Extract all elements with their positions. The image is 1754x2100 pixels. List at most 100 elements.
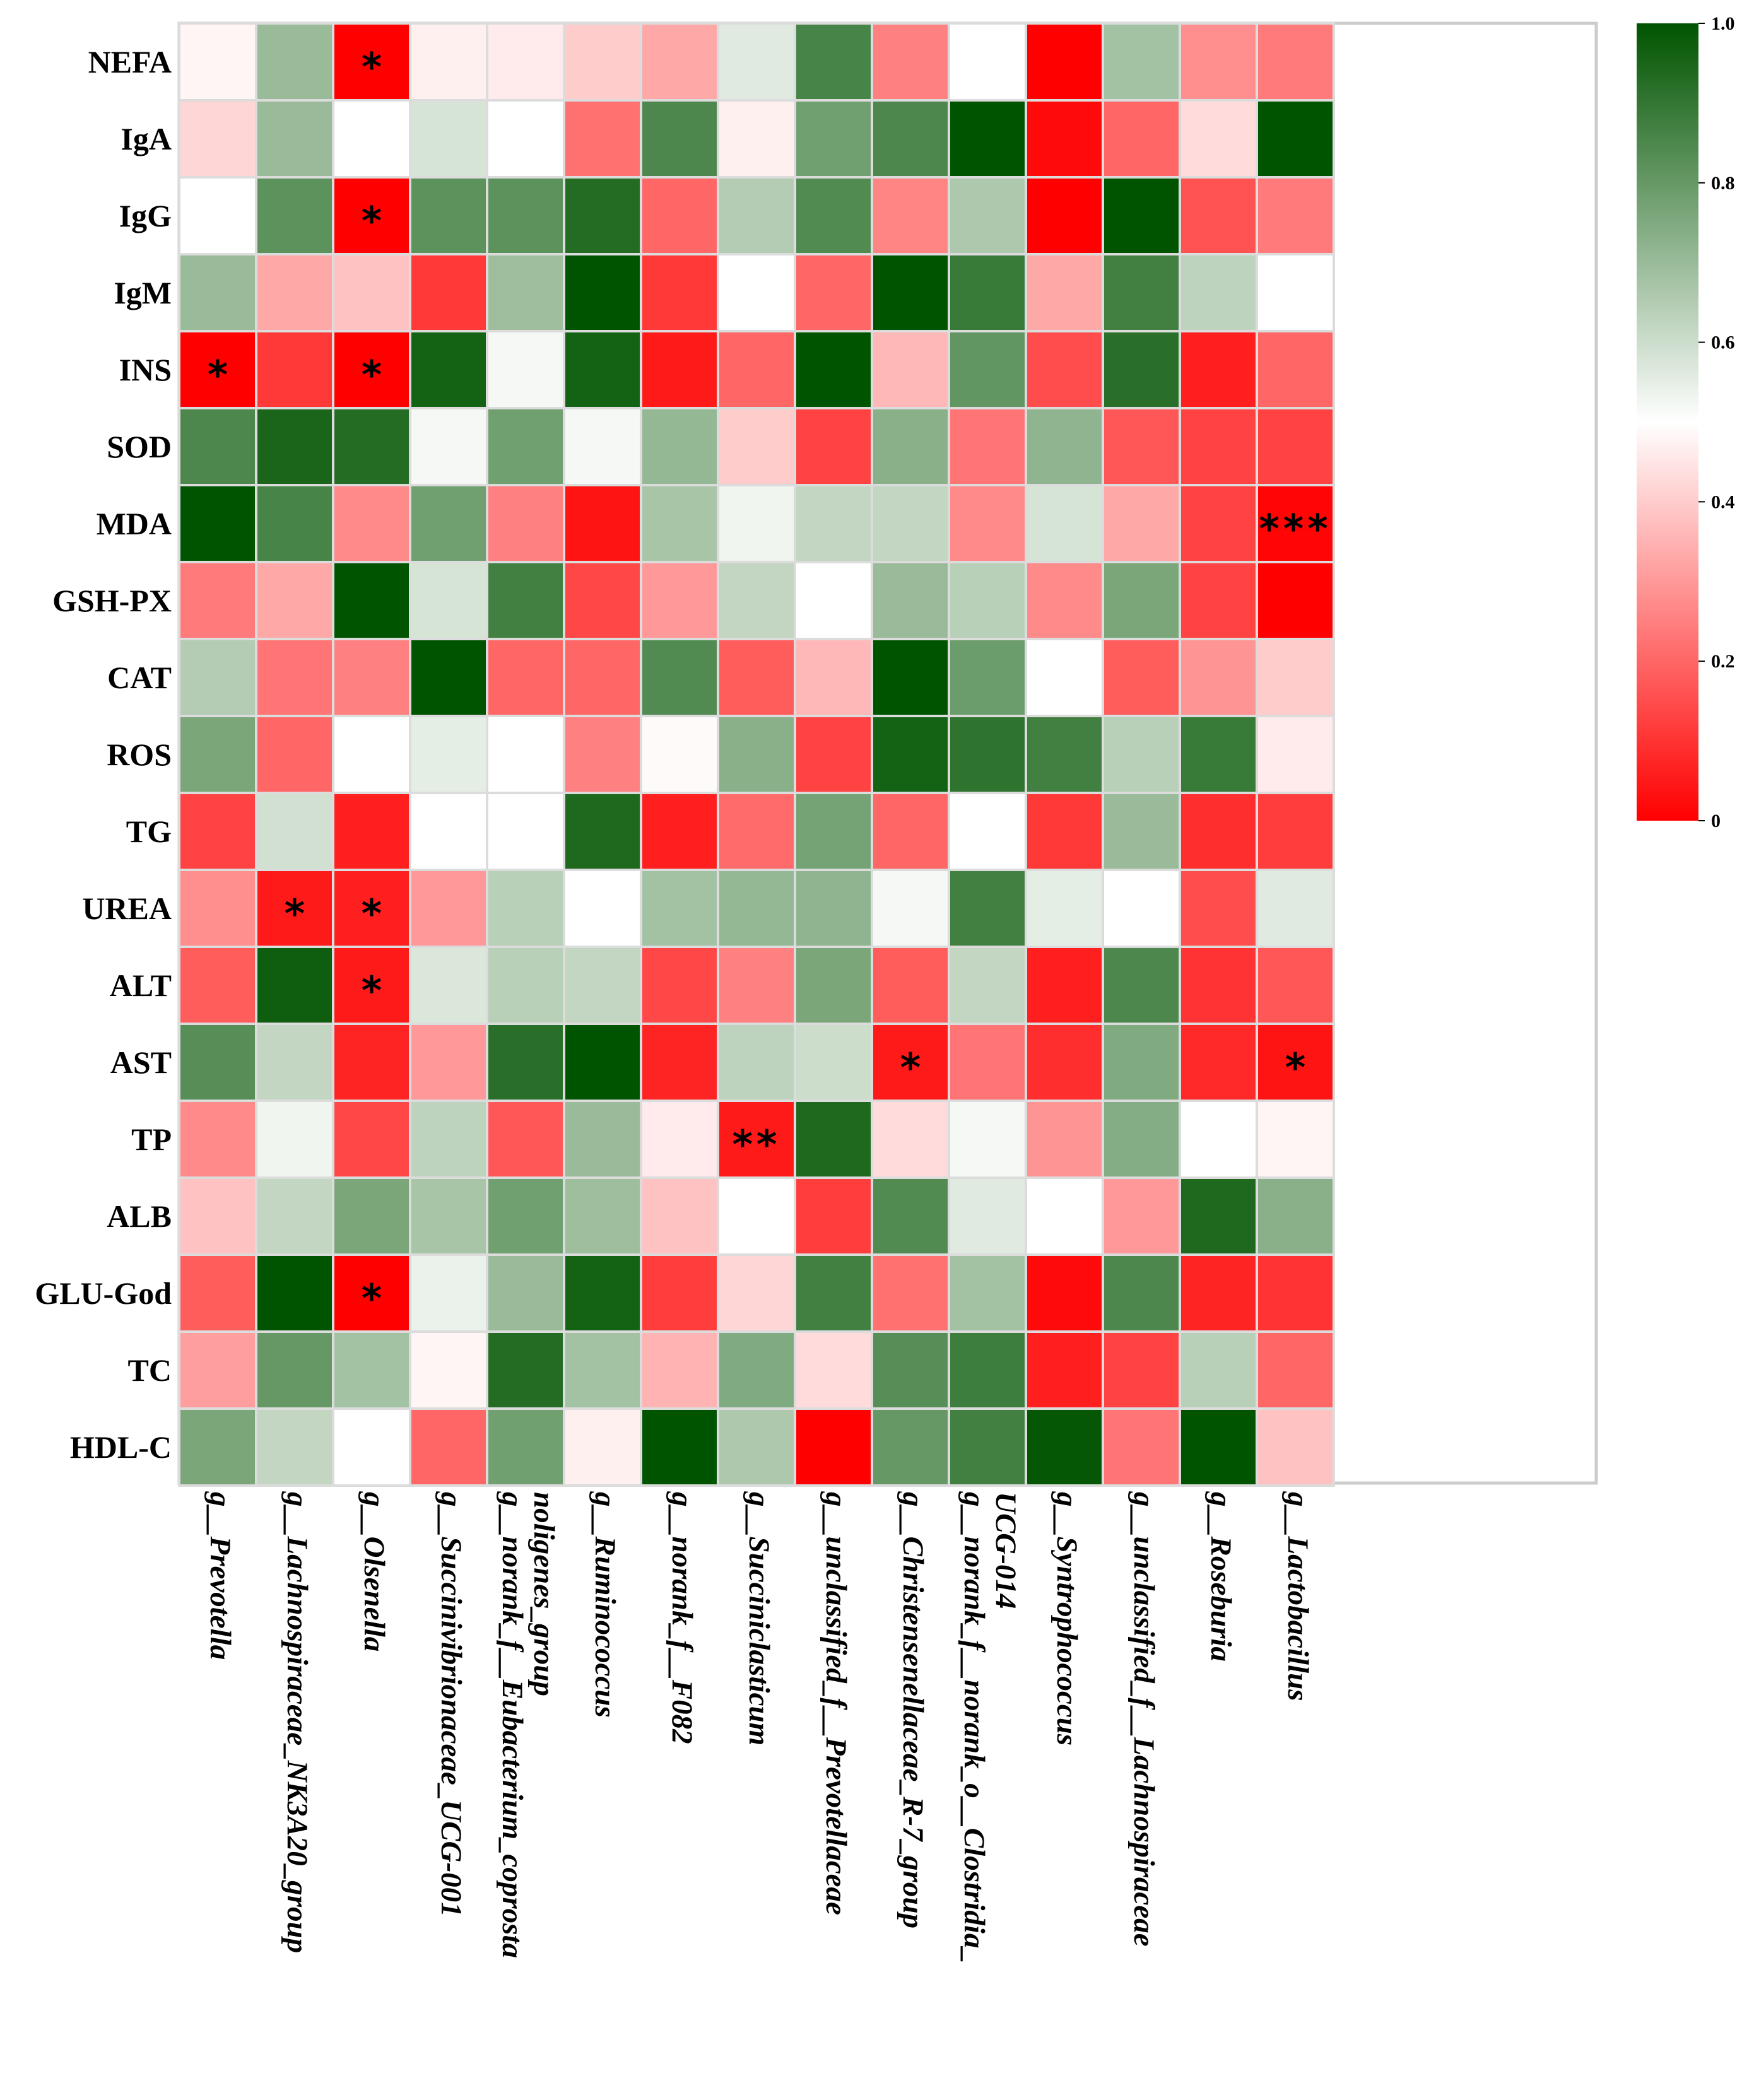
heatmap-cell — [794, 1023, 873, 1102]
heatmap-cell — [871, 176, 950, 255]
heatmap-cell — [871, 561, 950, 640]
heatmap-cell — [948, 792, 1027, 871]
legend-tick-label: 0.8 — [1711, 173, 1735, 194]
heatmap-cell — [255, 1253, 334, 1333]
heatmap-cell — [486, 869, 565, 948]
heatmap-cell — [640, 407, 719, 486]
heatmap-cell — [486, 1023, 565, 1102]
heatmap-cell — [1179, 1407, 1258, 1487]
heatmap-cell — [640, 1253, 719, 1333]
heatmap-cell — [563, 484, 642, 563]
heatmap-cell — [1025, 22, 1104, 102]
heatmap-cell — [178, 561, 257, 640]
heatmap-cell — [1102, 561, 1181, 640]
row-label: TC — [128, 1352, 172, 1388]
heatmap-cell — [486, 1330, 565, 1410]
heatmap-cell — [794, 484, 873, 563]
heatmap-cell — [1025, 946, 1104, 1025]
heatmap-cell — [563, 22, 642, 102]
heatmap-cell — [486, 407, 565, 486]
heatmap-cell — [1102, 638, 1181, 717]
heatmap-cell — [1256, 22, 1335, 102]
heatmap-cell — [717, 1330, 796, 1410]
heatmap-cell — [1025, 1023, 1104, 1102]
heatmap-cell — [332, 792, 411, 871]
legend-tick-label: 1.0 — [1711, 13, 1735, 34]
column-label: noligenes_group — [527, 1492, 560, 1696]
heatmap-cell — [563, 561, 642, 640]
column-label: g__Ruminococcus — [589, 1491, 621, 1718]
heatmap-cell — [948, 715, 1027, 794]
heatmap-cell — [255, 561, 334, 640]
heatmap-cell — [1179, 638, 1258, 717]
heatmap-cell — [1179, 330, 1258, 409]
heatmap-cell — [640, 1407, 719, 1487]
row-label: SOD — [107, 429, 172, 464]
heatmap-cell — [178, 1330, 257, 1410]
heatmap-cell — [871, 946, 950, 1025]
heatmap-cell — [255, 407, 334, 486]
heatmap-cell — [1025, 1330, 1104, 1410]
color-legend: 0 0.2 0.4 0.6 0.8 1.0 — [1637, 13, 1735, 831]
heatmap-cell — [332, 1407, 411, 1487]
heatmap-cell — [640, 99, 719, 179]
heatmap-cell — [1025, 1407, 1104, 1487]
heatmap-cell — [409, 253, 488, 332]
heatmap-cell — [178, 1407, 257, 1487]
heatmap-cell — [1256, 99, 1335, 179]
heatmap-cell — [1179, 792, 1258, 871]
heatmap-cell — [717, 407, 796, 486]
heatmap-cell — [794, 715, 873, 794]
heatmap-cell — [332, 484, 411, 563]
heatmap-cell — [1102, 253, 1181, 332]
row-label: IgM — [114, 275, 172, 310]
heatmap-cell — [563, 715, 642, 794]
heatmap-cell — [255, 792, 334, 871]
heatmap-cell — [1179, 869, 1258, 948]
heatmap-cell — [717, 1100, 796, 1179]
heatmap-cell — [178, 792, 257, 871]
heatmap-cell — [563, 1253, 642, 1333]
heatmap-cell — [255, 1100, 334, 1179]
heatmap-cell — [1025, 1176, 1104, 1256]
row-labels: NEFA IgA IgG IgM INS SOD MDA GSH-PX CAT ROS TG UREA… — [35, 44, 172, 1465]
heatmap-cell — [1256, 561, 1335, 640]
significance-mark: * — [208, 352, 228, 398]
row-label: ALB — [107, 1199, 172, 1234]
row-label: GLU-God — [35, 1276, 172, 1311]
heatmap-cell — [1179, 946, 1258, 1025]
heatmap-cell — [871, 792, 950, 871]
heatmap-cell — [1256, 1176, 1335, 1256]
heatmap-cell — [255, 715, 334, 794]
heatmap-cell — [948, 1330, 1027, 1410]
heatmap-cell — [1179, 176, 1258, 255]
heatmap-cell — [1102, 715, 1181, 794]
heatmap-cell — [1102, 946, 1181, 1025]
heatmap-cell — [640, 561, 719, 640]
heatmap-cell — [332, 1023, 411, 1102]
heatmap-cell — [640, 1330, 719, 1410]
heatmap-cell — [640, 869, 719, 948]
heatmap-cell — [1256, 638, 1335, 717]
heatmap-cell — [871, 1100, 950, 1179]
heatmap-cell — [332, 330, 411, 409]
heatmap-cell — [1179, 1330, 1258, 1410]
heatmap-cell — [1179, 1253, 1258, 1333]
heatmap-cell — [640, 330, 719, 409]
heatmap-cell — [1256, 946, 1335, 1025]
column-label: g__Succiniclasticum — [743, 1491, 775, 1745]
heatmap-cell — [486, 1100, 565, 1179]
heatmap-cell — [486, 1176, 565, 1256]
heatmap-cell — [1102, 1330, 1181, 1410]
column-label: g__Olsenella — [358, 1491, 391, 1651]
heatmap-cell — [640, 22, 719, 102]
significance-mark: * — [362, 352, 382, 398]
heatmap-cell — [409, 1023, 488, 1102]
column-label: g__Lactobacillus — [1281, 1491, 1314, 1701]
heatmap-cell — [1025, 792, 1104, 871]
heatmap-cell — [409, 176, 488, 255]
heatmap-cell — [717, 946, 796, 1025]
heatmap-cell — [1102, 330, 1181, 409]
heatmap-cell — [1025, 715, 1104, 794]
heatmap-cell — [409, 22, 488, 102]
